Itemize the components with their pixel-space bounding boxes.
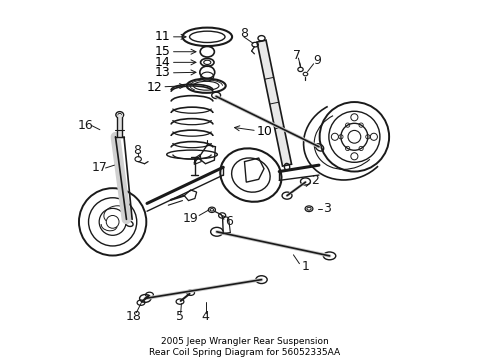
Text: 8: 8 [239, 27, 247, 40]
Text: 1: 1 [301, 260, 308, 273]
Text: 14: 14 [155, 56, 196, 69]
Text: 18: 18 [126, 310, 142, 323]
Text: 19: 19 [183, 212, 198, 225]
Text: 15: 15 [155, 45, 196, 58]
Text: 3: 3 [323, 202, 330, 215]
Text: 9: 9 [313, 54, 321, 67]
Text: 2005 Jeep Wrangler Rear Suspension
Rear Coil Spring Diagram for 56052335AA: 2005 Jeep Wrangler Rear Suspension Rear … [149, 337, 339, 357]
Text: 2: 2 [310, 174, 318, 187]
Text: 13: 13 [155, 67, 196, 80]
Text: 11: 11 [155, 30, 185, 43]
Polygon shape [257, 40, 291, 166]
Text: 12: 12 [146, 81, 184, 94]
Text: 8: 8 [133, 144, 141, 157]
Text: 6: 6 [224, 215, 232, 228]
Text: 7: 7 [292, 49, 300, 62]
Text: 4: 4 [201, 310, 209, 323]
Text: 16: 16 [78, 119, 93, 132]
Text: 17: 17 [91, 162, 107, 175]
Text: 5: 5 [176, 310, 183, 323]
Text: 10: 10 [234, 125, 272, 138]
